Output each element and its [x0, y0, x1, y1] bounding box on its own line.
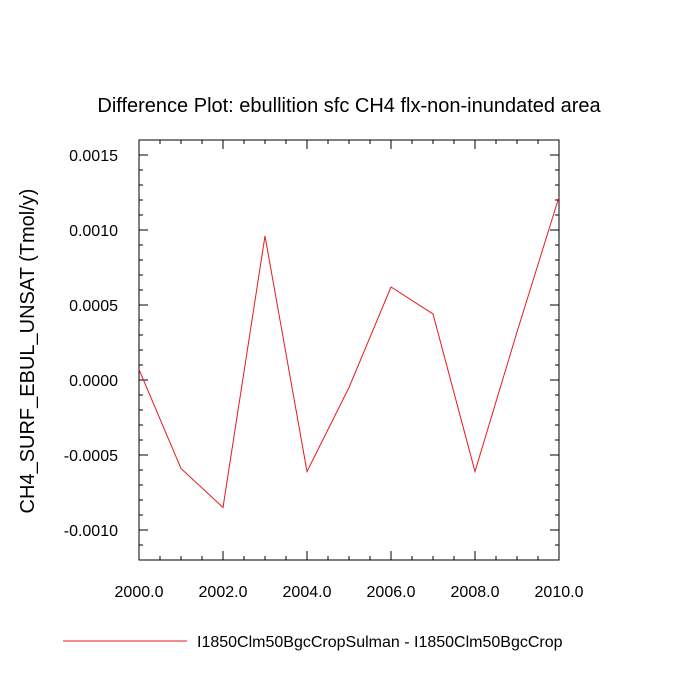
y-tick-label: 0.0015	[69, 148, 118, 165]
y-tick-label: 0.0005	[69, 298, 118, 315]
x-tick-label: 2008.0	[451, 584, 500, 601]
x-tick-label: 2000.0	[115, 584, 164, 601]
plot-frame	[138, 139, 560, 561]
y-tick-label: 0.0000	[69, 373, 118, 390]
series-layer	[138, 196, 560, 509]
x-axis-ticks: 2000.0 2002.0 2004.0 2006.0 2008.0 2010.0	[115, 140, 584, 601]
plot-border	[138, 139, 560, 561]
series-line	[138, 196, 560, 509]
y-axis-label: CH4_SURF_EBUL_UNSAT (Tmol/y)	[17, 189, 39, 514]
x-tick-label: 2002.0	[199, 584, 248, 601]
y-tick-label: -0.0010	[64, 523, 118, 540]
minor-ticks	[138, 139, 560, 561]
legend: I1850Clm50BgcCropSulman - I1850Clm50BgcC…	[63, 634, 563, 651]
y-tick-label: 0.0010	[69, 223, 118, 240]
y-tick-label: -0.0005	[64, 448, 118, 465]
legend-label: I1850Clm50BgcCropSulman - I1850Clm50BgcC…	[197, 634, 563, 651]
x-tick-label: 2006.0	[367, 584, 416, 601]
x-tick-label: 2010.0	[535, 584, 584, 601]
x-tick-label: 2004.0	[283, 584, 332, 601]
y-axis-ticks: 0.0015 0.0010 0.0005 0.0000 -0.0005 -0.0010	[64, 148, 559, 540]
chart-title: Difference Plot: ebullition sfc CH4 flx-…	[97, 95, 601, 117]
